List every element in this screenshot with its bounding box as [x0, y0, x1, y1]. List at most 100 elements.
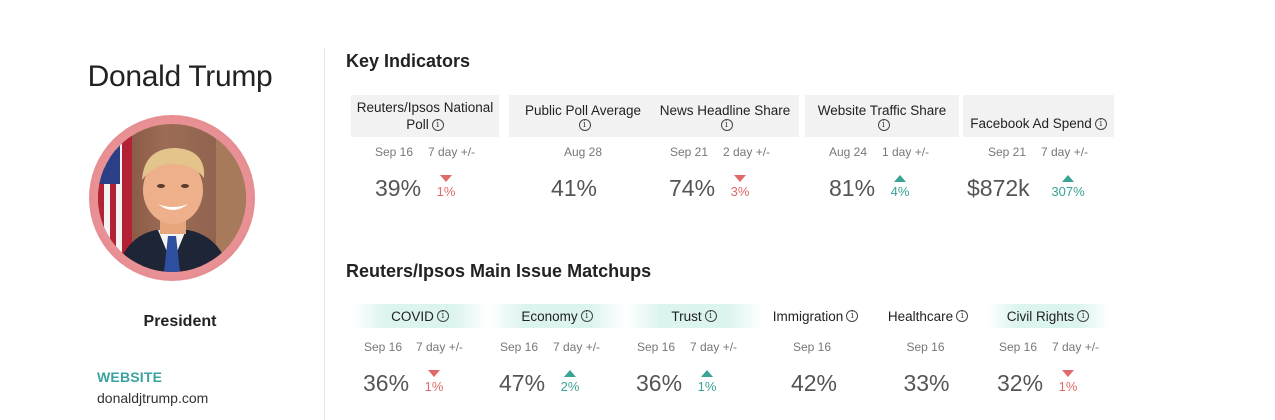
matchup-header: Healthcare i [878, 304, 978, 328]
matchup-date: Sep 16 [999, 340, 1038, 354]
matchup-card-economy[interactable]: Economy i Sep 16 7 day +/- 47% 2% [489, 304, 625, 396]
matchup-label: Healthcare [887, 308, 954, 324]
indicator-label: Website Traffic Share [817, 102, 947, 118]
change-indicator: 4% [885, 175, 915, 199]
avatar-ring [89, 115, 255, 281]
info-icon[interactable]: i [704, 310, 717, 322]
delta-period-label: 7 day +/- [690, 340, 738, 354]
indicator-date: Sep 16 [375, 145, 414, 159]
info-icon[interactable]: i [877, 118, 890, 131]
candidate-role: President [143, 313, 217, 330]
change-indicator: 2% [555, 370, 585, 394]
indicator-meta: Aug 24 1 day +/- [805, 145, 953, 161]
indicator-header: Website Traffic Share i [805, 95, 959, 137]
info-icon[interactable]: i [846, 310, 859, 322]
matchup-meta: Sep 16 7 day +/- [352, 340, 500, 356]
change-value: 4% [890, 184, 910, 199]
info-icon[interactable]: i [578, 118, 591, 131]
indicator-value: 41% [550, 175, 598, 201]
indicator-card-news-headline-share[interactable]: News Headline Share i Sep 21 2 day +/- 7… [651, 95, 799, 201]
delta-period-label: 2 day +/- [723, 145, 771, 159]
delta-period-label: 7 day +/- [1041, 145, 1089, 159]
change-value: 3% [730, 184, 750, 199]
delta-period-label: 1 day +/- [882, 145, 930, 159]
matchup-label: Economy [521, 308, 578, 324]
profile-panel: Donald Trump [60, 0, 300, 420]
indicator-value: 74% [669, 175, 716, 201]
change-value: 307% [1051, 184, 1085, 199]
triangle-down-icon [428, 370, 440, 377]
info-icon[interactable]: i [580, 310, 593, 322]
indicator-meta: Sep 21 7 day +/- [963, 145, 1111, 161]
matchup-meta: Sep 16 7 day +/- [626, 340, 774, 356]
triangle-up-icon [701, 370, 713, 377]
matchup-date: Sep 16 [637, 340, 676, 354]
triangle-down-icon [734, 175, 746, 182]
indicator-meta: Sep 21 2 day +/- [651, 145, 799, 161]
indicator-meta: Aug 28 [509, 145, 657, 161]
matchup-header: COVID i [352, 304, 488, 328]
avatar [98, 124, 246, 272]
indicator-label: Facebook Ad Spend [970, 116, 1092, 131]
indicator-value: 81% [829, 175, 876, 201]
indicator-header: Facebook Ad Spend i [963, 95, 1114, 137]
indicator-date: Sep 21 [988, 145, 1027, 159]
matchup-card-covid[interactable]: COVID i Sep 16 7 day +/- 36% 1% [352, 304, 488, 396]
triangle-up-icon [894, 175, 906, 182]
change-value: 1% [424, 379, 444, 394]
indicator-card-website-traffic-share[interactable]: Website Traffic Share i Aug 24 1 day +/-… [805, 95, 959, 201]
matchup-label: COVID [391, 308, 434, 324]
delta-period-label: 7 day +/- [553, 340, 601, 354]
change-value: 1% [1058, 379, 1078, 394]
change-indicator: 1% [692, 370, 722, 394]
issue-matchups-title: Reuters/Ipsos Main Issue Matchups [346, 261, 652, 281]
key-indicators-title: Key Indicators [346, 51, 471, 71]
indicator-label: Public Poll Average [524, 102, 642, 118]
change-indicator: 3% [725, 175, 755, 199]
matchup-value: 36% [636, 370, 683, 396]
indicator-label: Reuters/Ipsos National [356, 100, 494, 115]
matchup-header: Trust i [626, 304, 762, 328]
info-icon[interactable]: i [1094, 118, 1107, 131]
info-icon[interactable]: i [720, 118, 733, 131]
delta-period-label: 7 day +/- [428, 145, 476, 159]
indicator-card-national-poll[interactable]: Reuters/Ipsos National Poll i Sep 16 7 da… [351, 95, 499, 201]
matchup-header: Immigration i [763, 304, 868, 328]
matchup-date: Sep 16 [792, 340, 832, 354]
change-value: 1% [436, 184, 456, 199]
indicator-value: $872k [967, 175, 1030, 201]
triangle-down-icon [440, 175, 452, 182]
indicator-card-facebook-ad-spend[interactable]: Facebook Ad Spend i Sep 21 7 day +/- $872… [963, 95, 1114, 201]
matchup-card-immigration[interactable]: Immigration i Sep 16 42% [763, 304, 868, 396]
indicator-date: Sep 21 [670, 145, 709, 159]
info-icon[interactable]: i [436, 310, 449, 322]
change-indicator: 307% [1049, 175, 1087, 199]
change-indicator: 1% [1053, 370, 1083, 394]
info-icon[interactable]: i [956, 310, 969, 322]
indicator-header: News Headline Share i [651, 95, 799, 137]
matchup-header: Civil Rights i [986, 304, 1110, 328]
matchup-value: 32% [997, 370, 1044, 396]
indicator-card-public-poll-average[interactable]: Public Poll Average i Aug 28 41% [509, 95, 657, 201]
matchup-value: 42% [790, 370, 838, 396]
indicator-header: Reuters/Ipsos National Poll i [351, 95, 499, 137]
matchup-card-healthcare[interactable]: Healthcare i Sep 16 33% [878, 304, 978, 396]
info-icon[interactable]: i [1077, 310, 1090, 322]
matchup-label: Civil Rights [1006, 308, 1075, 324]
matchup-card-trust[interactable]: Trust i Sep 16 7 day +/- 36% 1% [626, 304, 762, 396]
matchup-meta: Sep 16 [878, 340, 978, 356]
indicator-label: News Headline Share [659, 102, 791, 118]
change-value: 2% [560, 379, 580, 394]
matchup-label: Immigration [772, 308, 844, 324]
matchup-meta: Sep 16 7 day +/- [986, 340, 1110, 356]
triangle-up-icon [564, 370, 576, 377]
matchup-card-civil-rights[interactable]: Civil Rights i Sep 16 7 day +/- 32% 1% [986, 304, 1110, 396]
indicator-value: 39% [375, 175, 422, 201]
matchup-value: 33% [903, 370, 950, 396]
website-link[interactable]: donaldjtrump.com [97, 390, 209, 406]
indicator-date: Aug 28 [563, 145, 603, 159]
info-icon[interactable]: i [431, 119, 444, 132]
delta-period-label: 7 day +/- [416, 340, 464, 354]
matchup-value: 36% [363, 370, 410, 396]
matchup-date: Sep 16 [500, 340, 539, 354]
